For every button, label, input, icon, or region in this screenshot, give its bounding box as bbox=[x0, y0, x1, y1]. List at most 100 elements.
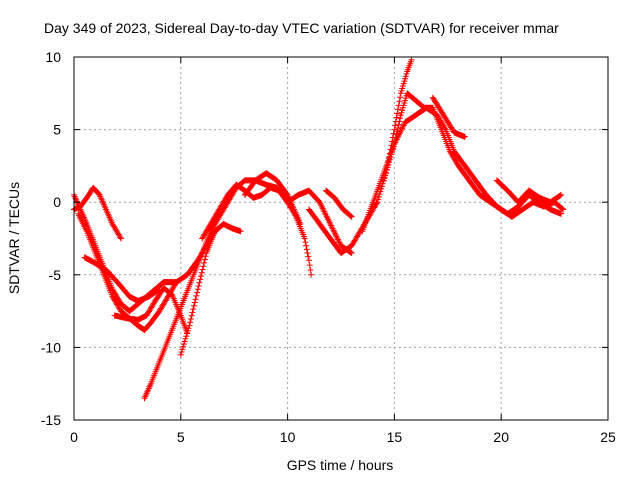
data-point-marker bbox=[172, 280, 179, 287]
data-point-marker bbox=[395, 106, 401, 113]
data-point-marker bbox=[184, 327, 191, 334]
y-axis-label: SDTVAR / TECUs bbox=[6, 182, 22, 294]
data-point-marker bbox=[395, 121, 402, 128]
x-axis-label: GPS time / hours bbox=[287, 457, 394, 473]
y-tick-label: -10 bbox=[41, 339, 61, 355]
data-point-marker bbox=[191, 299, 198, 306]
data-point-marker bbox=[384, 164, 391, 171]
data-point-marker bbox=[397, 94, 404, 101]
axis-ticks: 0 5 10 15 20 25 -15 -10 -5 0 5 10 bbox=[41, 49, 616, 445]
data-point-marker bbox=[182, 335, 189, 342]
data-point-marker bbox=[196, 279, 203, 286]
data-point-marker bbox=[396, 118, 403, 125]
data-point-marker bbox=[177, 351, 184, 358]
data-point-marker bbox=[173, 279, 180, 286]
data-point-marker bbox=[117, 234, 124, 241]
data-point-marker bbox=[389, 146, 396, 153]
data-point-marker bbox=[348, 213, 355, 220]
data-point-marker bbox=[202, 253, 209, 260]
data-point-marker bbox=[195, 283, 202, 289]
y-tick-label: 10 bbox=[45, 49, 61, 65]
data-point-marker bbox=[390, 143, 397, 150]
x-tick-label: 15 bbox=[387, 429, 403, 445]
series-track-4 bbox=[81, 254, 163, 304]
data-point-marker bbox=[389, 148, 396, 155]
data-point-marker bbox=[558, 210, 564, 217]
data-point-marker bbox=[395, 125, 401, 131]
data-point-marker bbox=[387, 154, 394, 161]
data-point-marker bbox=[303, 242, 310, 249]
data-point-marker bbox=[441, 125, 448, 132]
chart-title: Day 349 of 2023, Sidereal Day-to-day VTE… bbox=[44, 20, 559, 36]
data-point-marker bbox=[559, 205, 566, 212]
data-point-marker bbox=[386, 156, 393, 163]
data-point-marker bbox=[187, 319, 194, 326]
series-track-13 bbox=[380, 104, 564, 217]
data-point-marker bbox=[558, 191, 564, 198]
data-point-marker bbox=[180, 343, 187, 350]
series-track-10 bbox=[306, 56, 415, 256]
data-point-marker bbox=[308, 271, 315, 278]
series-track-15 bbox=[493, 177, 564, 206]
x-tick-label: 20 bbox=[493, 429, 509, 445]
data-point-marker bbox=[397, 115, 404, 122]
data-point-marker bbox=[201, 256, 208, 263]
data-point-marker bbox=[378, 186, 385, 192]
data-point-marker bbox=[373, 200, 380, 207]
y-tick-label: -5 bbox=[49, 267, 62, 283]
data-point-marker bbox=[186, 322, 193, 329]
y-tick-label: -15 bbox=[41, 412, 61, 428]
x-tick-label: 0 bbox=[70, 429, 78, 445]
data-point-marker bbox=[557, 192, 564, 199]
x-tick-label: 25 bbox=[600, 429, 616, 445]
data-point-marker bbox=[187, 316, 194, 322]
data-point-marker bbox=[394, 110, 401, 117]
data-point-marker bbox=[375, 193, 382, 200]
series-track-11 bbox=[323, 187, 355, 220]
plot-frame bbox=[73, 56, 609, 421]
data-point-marker bbox=[396, 98, 403, 105]
y-tick-label: 0 bbox=[53, 194, 61, 210]
data-point-marker bbox=[461, 133, 468, 140]
data-point-marker bbox=[198, 273, 204, 280]
data-point-marker bbox=[189, 309, 196, 316]
data-point-marker bbox=[179, 346, 186, 353]
x-tick-label: 5 bbox=[177, 429, 185, 445]
data-point-marker bbox=[305, 253, 312, 260]
data-point-marker bbox=[183, 333, 190, 340]
data-point-marker bbox=[306, 257, 312, 264]
series-track-7 bbox=[177, 221, 244, 358]
data-point-marker bbox=[194, 286, 201, 293]
data-point-marker bbox=[347, 213, 354, 220]
series-layer bbox=[71, 56, 567, 402]
data-point-marker bbox=[194, 289, 201, 296]
data-point-marker bbox=[237, 228, 244, 235]
series-track-2 bbox=[71, 184, 124, 242]
data-point-marker bbox=[382, 172, 389, 179]
data-point-marker bbox=[380, 177, 387, 184]
data-point-marker bbox=[302, 239, 309, 246]
grid bbox=[74, 57, 608, 420]
data-point-marker bbox=[307, 267, 314, 273]
data-point-marker bbox=[191, 302, 197, 309]
data-point-marker bbox=[297, 221, 304, 227]
data-point-marker bbox=[390, 130, 397, 137]
data-point-marker bbox=[303, 246, 310, 253]
data-point-marker bbox=[193, 292, 200, 299]
data-point-marker bbox=[199, 266, 206, 273]
data-point-marker bbox=[184, 330, 190, 337]
data-point-marker bbox=[381, 174, 388, 181]
data-point-marker bbox=[306, 262, 313, 269]
data-point-marker bbox=[385, 161, 392, 168]
data-point-marker bbox=[180, 341, 187, 348]
data-point-marker bbox=[304, 250, 311, 256]
data-point-marker bbox=[383, 169, 389, 176]
data-point-marker bbox=[192, 296, 199, 303]
data-point-marker bbox=[190, 306, 197, 313]
data-point-marker bbox=[393, 114, 400, 121]
data-point-marker bbox=[185, 325, 192, 332]
data-point-marker bbox=[301, 235, 308, 242]
data-point-marker bbox=[560, 206, 567, 213]
data-point-marker bbox=[181, 338, 188, 345]
